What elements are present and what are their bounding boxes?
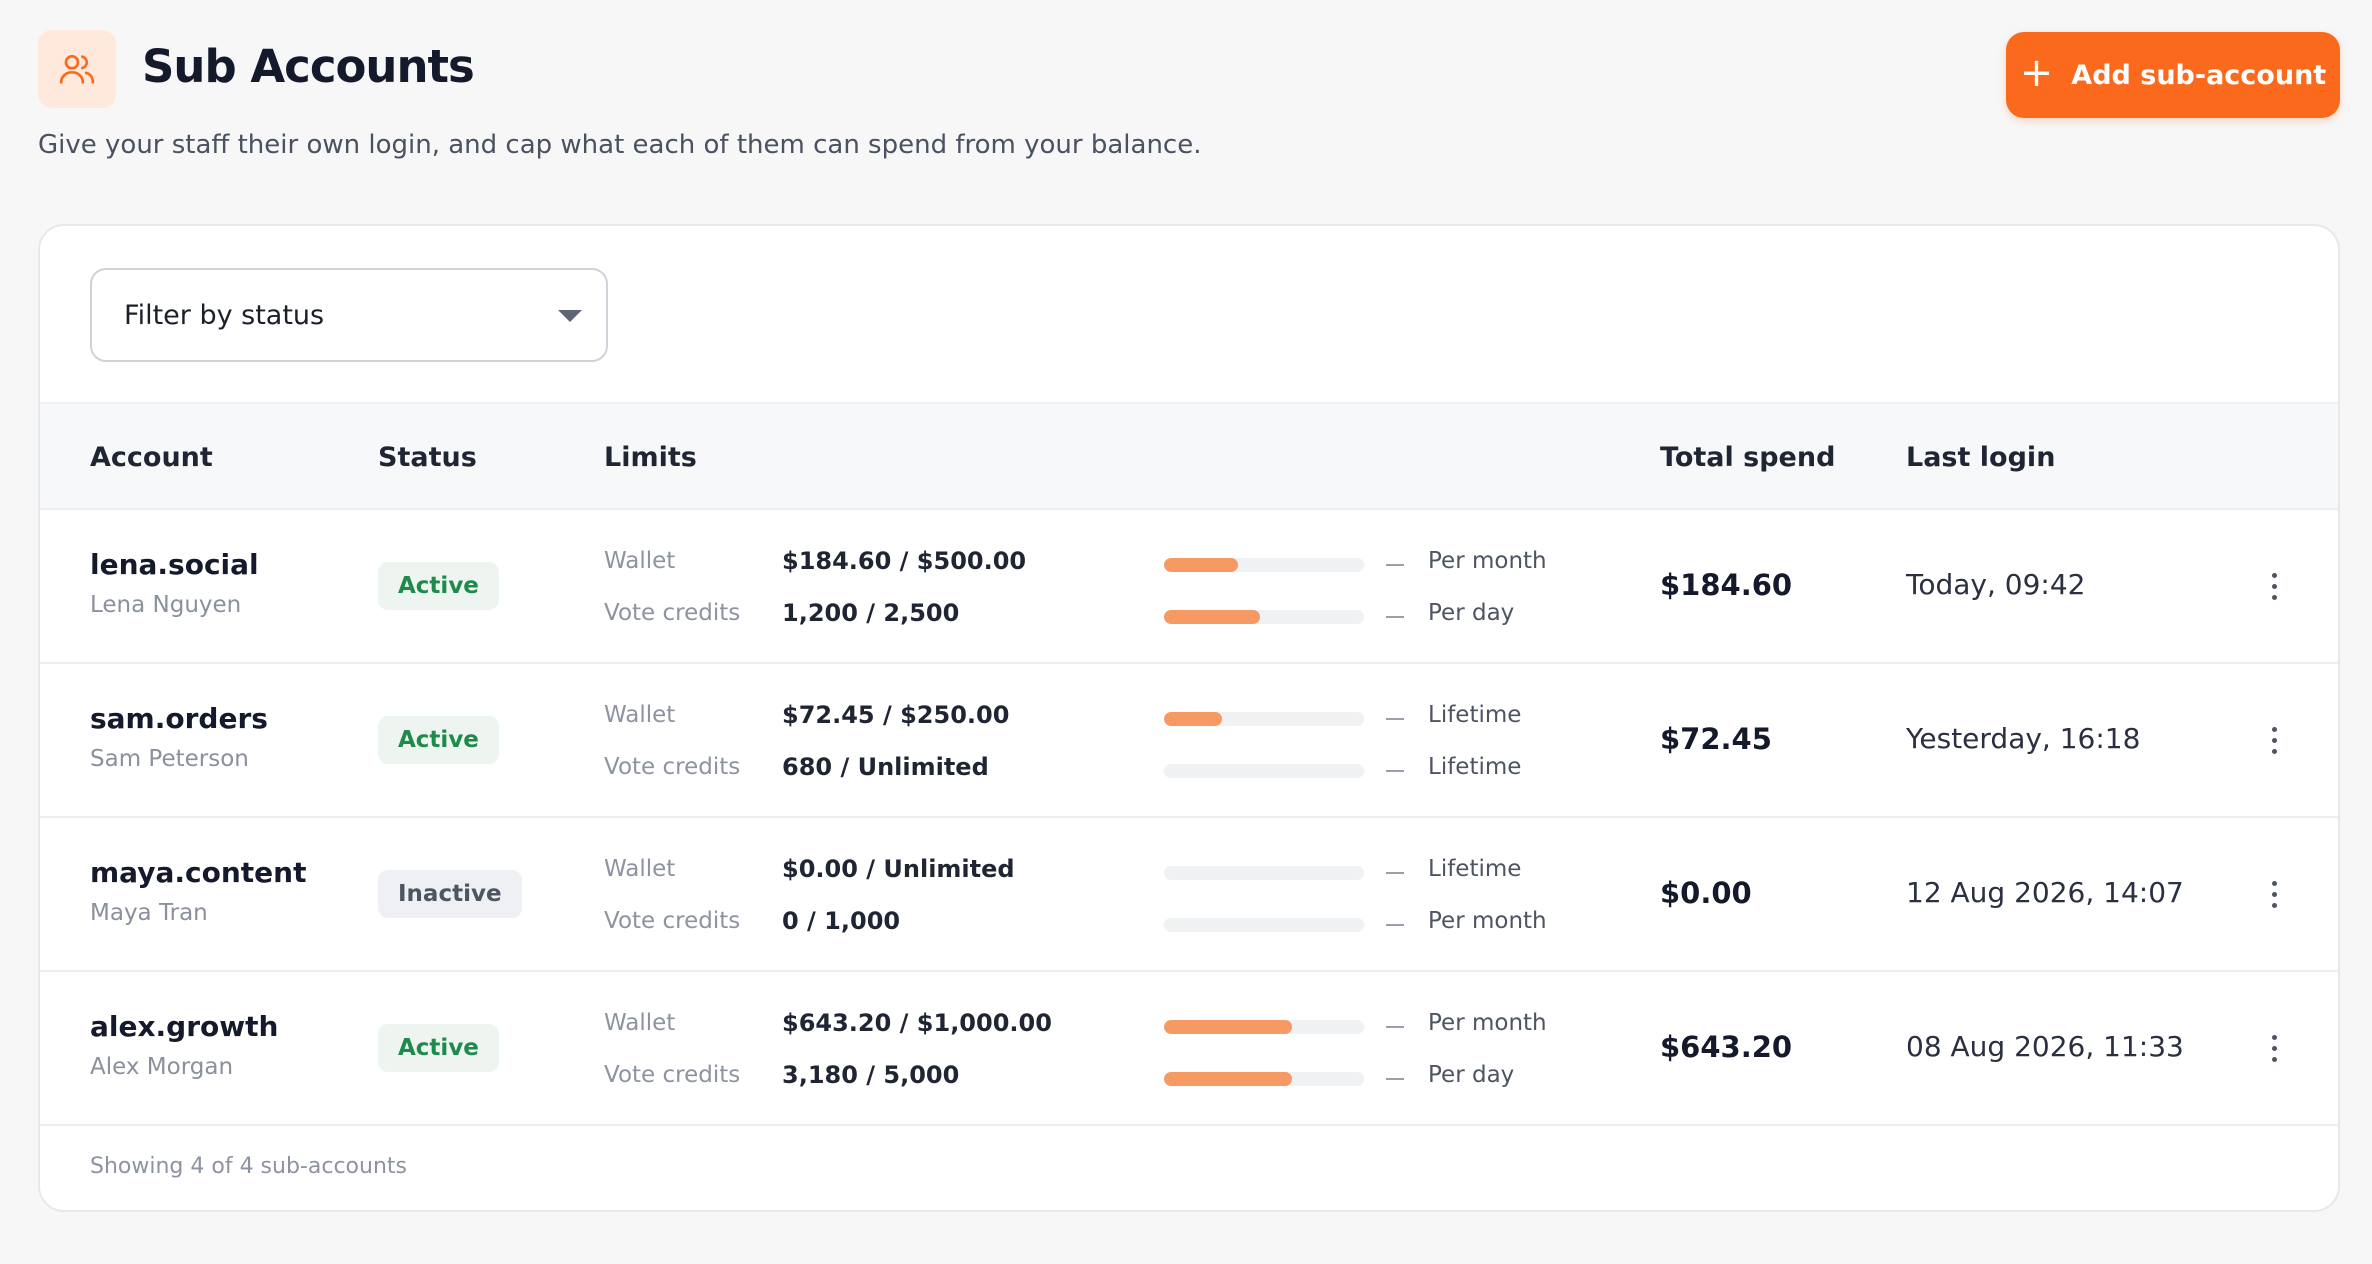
table-row[interactable]: lena.social Lena Nguyen Active Wallet $184.6… [40,510,2338,664]
plus-icon: + [2019,50,2054,96]
limit-progress-fill [1164,1072,1292,1086]
table-row[interactable]: alex.growth Alex Morgan Active Wallet $643.2… [40,972,2338,1126]
dash-separator [1386,924,1404,926]
sub-accounts-card: Filter by status Account Status Limits T… [38,224,2340,1212]
account-name: Maya Tran [90,900,208,926]
page-title: Sub Accounts [142,40,475,93]
limit-period: Lifetime [1428,702,1522,728]
table-row[interactable]: maya.content Maya Tran Inactive Wallet $0.00… [40,818,2338,972]
limit-label: Wallet [604,1010,676,1036]
limit-value: 0 / 1,000 [782,907,901,935]
total-spend: $0.00 [1660,876,1752,910]
limit-progress-fill [1164,1020,1292,1034]
limit-value: $184.60 / $500.00 [782,547,1027,575]
dash-separator [1386,616,1404,618]
limit-progress-fill [1164,558,1238,572]
status-badge: Active [378,1024,499,1072]
limit-period: Per month [1428,1010,1547,1036]
account-username[interactable]: lena.social [90,548,259,581]
last-login: 08 Aug 2026, 11:33 [1906,1030,2184,1063]
page-subtitle: Give your staff their own login, and cap… [38,130,1202,160]
dash-separator [1386,1078,1404,1080]
status-filter-select[interactable]: Filter by status [90,268,608,362]
dash-separator [1386,718,1404,720]
limit-value: $0.00 / Unlimited [782,855,1015,883]
account-username[interactable]: sam.orders [90,702,268,735]
limit-progress-bar [1164,610,1364,624]
chevron-down-icon [558,310,582,322]
last-login: Today, 09:42 [1906,568,2086,601]
table-header: Account Status Limits Total spend Last l… [40,402,2338,510]
account-name: Alex Morgan [90,1054,234,1080]
more-options-icon[interactable] [2262,870,2286,918]
status-badge: Active [378,562,499,610]
column-header-status: Status [378,442,477,473]
more-options-icon[interactable] [2262,716,2286,764]
limit-period: Per day [1428,600,1515,626]
limit-progress-bar [1164,1020,1364,1034]
total-spend: $184.60 [1660,568,1793,602]
add-sub-account-label: Add sub-account [2071,59,2327,91]
limit-period: Per month [1428,908,1547,934]
add-sub-account-button[interactable]: + Add sub-account [2006,32,2340,118]
limit-value: $643.20 / $1,000.00 [782,1009,1052,1037]
limit-label: Vote credits [604,754,741,780]
total-spend: $72.45 [1660,722,1772,756]
account-name: Sam Peterson [90,746,249,772]
limit-label: Wallet [604,856,676,882]
limit-value: 1,200 / 2,500 [782,599,960,627]
limit-period: Lifetime [1428,856,1522,882]
limit-progress-fill [1164,712,1222,726]
column-header-last-login: Last login [1906,442,2056,473]
table-row[interactable]: sam.orders Sam Peterson Active Wallet $72.45… [40,664,2338,818]
column-header-limits: Limits [604,442,697,473]
limit-progress-bar [1164,712,1364,726]
table-footer: Showing 4 of 4 sub-accounts [90,1154,407,1179]
limit-label: Vote credits [604,1062,741,1088]
limit-value: 3,180 / 5,000 [782,1061,960,1089]
limit-period: Per month [1428,548,1547,574]
account-username[interactable]: maya.content [90,856,307,889]
limit-label: Wallet [604,702,676,728]
limit-progress-bar [1164,866,1364,880]
dash-separator [1386,770,1404,772]
account-username[interactable]: alex.growth [90,1010,279,1043]
limit-value: 680 / Unlimited [782,753,989,781]
last-login: Yesterday, 16:18 [1906,722,2141,755]
status-badge: Inactive [378,870,522,918]
dash-separator [1386,1026,1404,1028]
dash-separator [1386,564,1404,566]
column-header-total-spend: Total spend [1660,442,1836,473]
total-spend: $643.20 [1660,1030,1793,1064]
limit-label: Wallet [604,548,676,574]
limit-progress-bar [1164,558,1364,572]
account-name: Lena Nguyen [90,592,242,618]
limit-value: $72.45 / $250.00 [782,701,1010,729]
users-icon [38,30,116,108]
limit-progress-fill [1164,610,1260,624]
more-options-icon[interactable] [2262,562,2286,610]
status-badge: Active [378,716,499,764]
limit-progress-bar [1164,1072,1364,1086]
limit-label: Vote credits [604,908,741,934]
column-header-account: Account [90,442,213,473]
limit-progress-bar [1164,918,1364,932]
limit-progress-bar [1164,764,1364,778]
dash-separator [1386,872,1404,874]
more-options-icon[interactable] [2262,1024,2286,1072]
status-filter-label: Filter by status [124,299,325,331]
last-login: 12 Aug 2026, 14:07 [1906,876,2184,909]
limit-label: Vote credits [604,600,741,626]
limit-period: Per day [1428,1062,1515,1088]
limit-period: Lifetime [1428,754,1522,780]
